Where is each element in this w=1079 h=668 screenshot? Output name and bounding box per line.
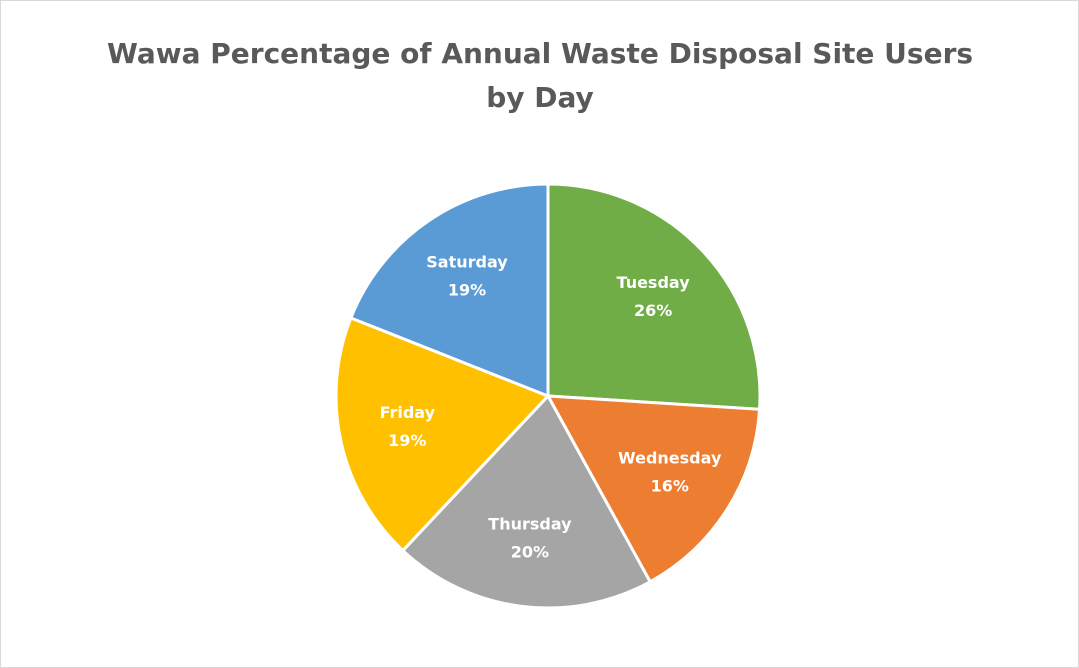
slice-value-label: 26% bbox=[634, 301, 672, 320]
pie-slice bbox=[348, 182, 550, 399]
slice-category-label: Saturday bbox=[426, 252, 508, 271]
slice-category-label: Tuesday bbox=[617, 273, 691, 292]
slice-category-label: Friday bbox=[380, 403, 436, 422]
slice-category-label: Wednesday bbox=[618, 449, 722, 468]
pie-slice bbox=[545, 394, 762, 584]
slice-value-label: 19% bbox=[388, 431, 426, 450]
slice-category-label: Thursday bbox=[488, 515, 572, 534]
slice-value-label: 16% bbox=[651, 477, 689, 496]
chart-title: Wawa Percentage of Annual Waste Disposal… bbox=[106, 37, 974, 114]
pie-slice bbox=[400, 393, 653, 610]
slice-value-label: 19% bbox=[448, 280, 486, 299]
pie-slice bbox=[546, 182, 762, 411]
slice-value-label: 20% bbox=[511, 543, 549, 562]
